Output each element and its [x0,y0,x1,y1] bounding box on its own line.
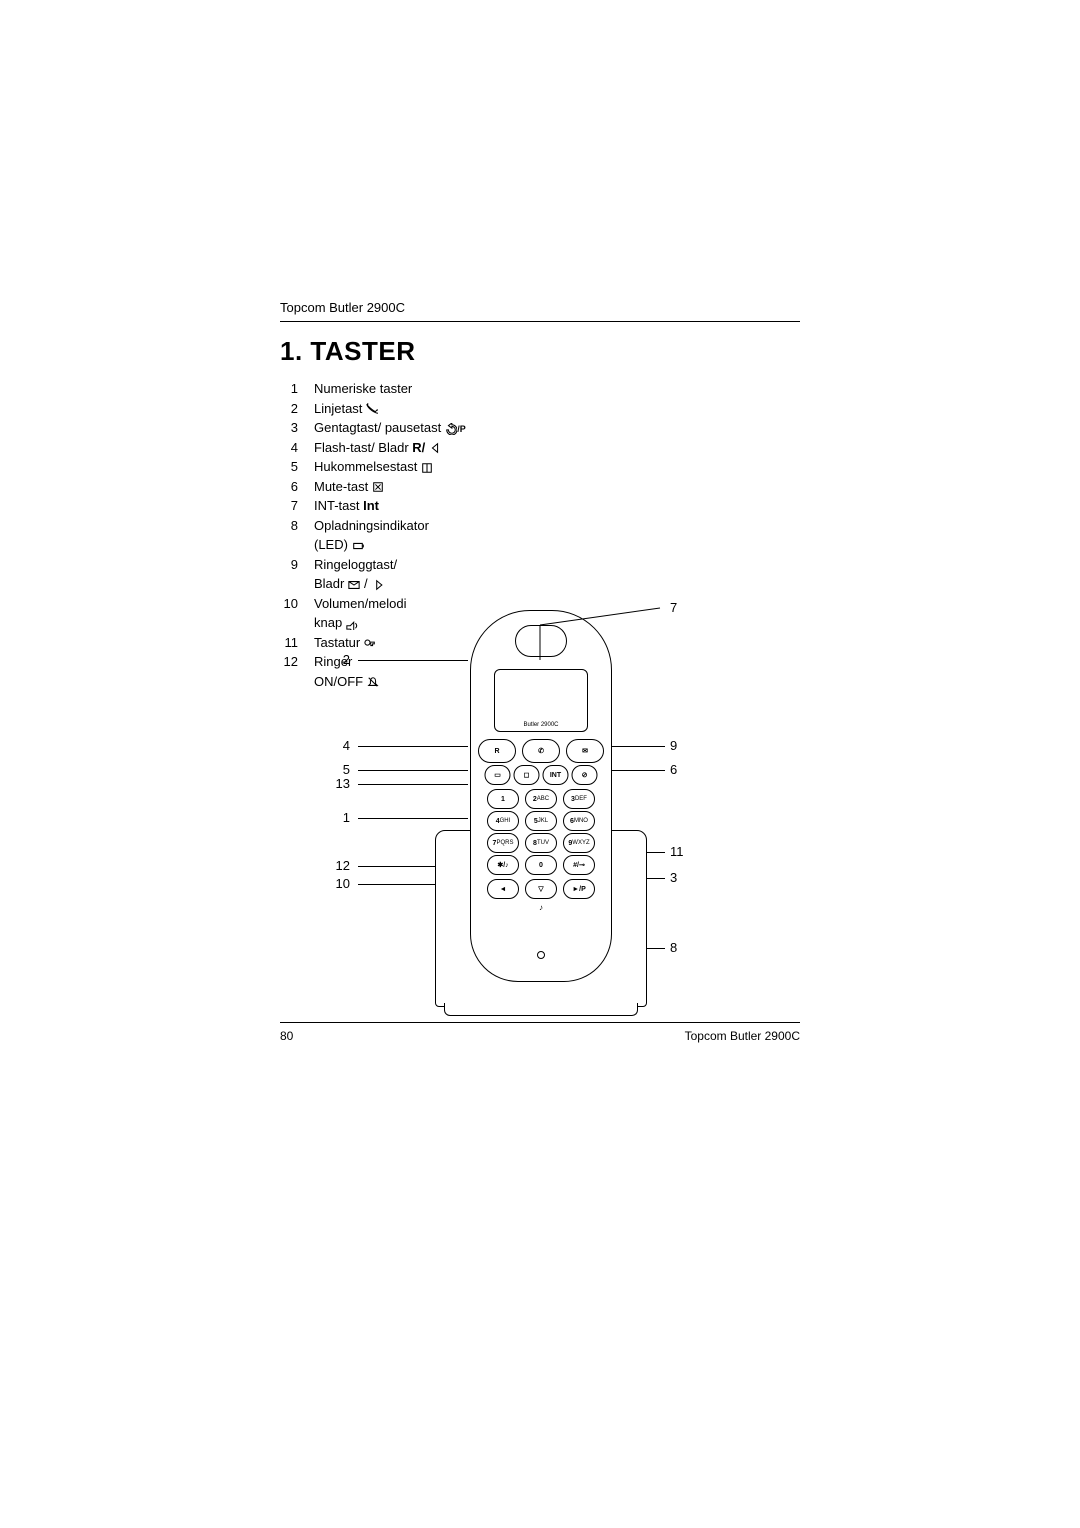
phone-diagram: 2451311210 7961138 Butler 2900C R✆✉ ▭◻IN… [280,600,800,1020]
key: 9WXYZ [563,833,595,853]
callout-number: 2 [310,652,350,667]
digit-row-2: 4GHI 5JKL 6MNO [487,811,595,831]
legend-item: 6 Mute-tast [280,477,800,497]
page: Topcom Butler 2900C 1. TASTER 1 Numeriske… [0,0,1080,1528]
phone-handset: Butler 2900C R✆✉ ▭◻INT⊘ 1 2ABC 3DEF 4GHI 5J… [470,610,612,982]
leader-line [358,746,468,747]
legend-number: 9 [280,555,298,594]
key: R [478,739,516,763]
leader-line [358,784,468,785]
key: ►/P [563,879,595,899]
leader-line [610,746,665,747]
leader-line [610,770,665,771]
key: ◻ [514,765,540,785]
note-icon: ♪ [539,903,543,912]
digit-row-4: ✱/♪ 0 #/⊸ [487,855,595,875]
key: 2ABC [525,789,557,809]
callout-number: 13 [310,776,350,791]
callout-number: 1 [310,810,350,825]
legend-number: 7 [280,496,298,516]
left-icon [429,442,441,454]
legend-text: Flash-tast/ Bladr R/ [314,438,441,458]
key: #/⊸ [563,855,595,875]
key: ✆ [522,739,560,763]
legend-text: Linjetast [314,399,378,419]
legend-text: Gentagtast/ pausetast/P [314,418,466,438]
key: ⊘ [572,765,598,785]
screen: Butler 2900C [494,669,588,732]
right-icon [375,579,387,591]
legend-text: Hukommelsestast [314,457,433,477]
phone-icon [366,403,378,415]
charge-led [537,951,545,959]
legend-item: 9 Ringeloggtast/Bladr / [280,555,800,594]
legend-number: 4 [280,438,298,458]
legend-text: Numeriske taster [314,379,412,399]
key: 5JKL [525,811,557,831]
legend-item: 8 Opladningsindikator(LED) [280,516,800,555]
legend-number: 8 [280,516,298,555]
key: 8TUV [525,833,557,853]
legend-item: 5 Hukommelsestast [280,457,800,477]
key: ✉ [566,739,604,763]
legend-item: 7 INT-tast Int [280,496,800,516]
key: ▭ [485,765,511,785]
legend-text: Mute-tast [314,477,384,497]
key: 6MNO [563,811,595,831]
legend-item: 4 Flash-tast/ Bladr R/ [280,438,800,458]
key: ▽ [525,879,557,899]
bottom-row: ◄ ▽ ►/P [487,879,595,899]
legend-text: INT-tast Int [314,496,379,516]
callout-number: 10 [310,876,350,891]
legend-text: Opladningsindikator(LED) [314,516,429,555]
key: 1 [487,789,519,809]
callout-number: 12 [310,858,350,873]
legend-number: 1 [280,379,298,399]
header-model: Topcom Butler 2900C [280,300,800,315]
key: INT [543,765,569,785]
callout-number: 7 [670,600,677,615]
key: ✱/♪ [487,855,519,875]
callout-number: 5 [310,762,350,777]
legend-number: 5 [280,457,298,477]
func-key-row: ▭◻INT⊘ [485,765,598,785]
legend-text: Ringeloggtast/Bladr / [314,555,397,594]
speaker [515,625,567,657]
legend-number: 2 [280,399,298,419]
callout-number: 9 [670,738,677,753]
leader-line [358,660,468,661]
key: 0 [525,855,557,875]
soft-key-row: R✆✉ [478,739,604,763]
key: 4GHI [487,811,519,831]
footer-page-number: 80 [280,1029,293,1043]
key: ◄ [487,879,519,899]
legend-number: 3 [280,418,298,438]
legend-item: 2 Linjetast [280,399,800,419]
leader-line [358,770,468,771]
legend-number: 6 [280,477,298,497]
header-rule [280,321,800,322]
leader-line [358,818,468,819]
section-title: 1. TASTER [280,336,800,367]
callout-number: 4 [310,738,350,753]
footer-model: Topcom Butler 2900C [685,1029,800,1043]
screen-label: Butler 2900C [523,722,558,728]
legend-item: 1 Numeriske taster [280,379,800,399]
page-footer: 80 Topcom Butler 2900C [280,1022,800,1043]
callout-number: 6 [670,762,677,777]
battery-icon [352,540,364,552]
digit-row-3: 7PQRS 8TUV 9WXYZ [487,833,595,853]
legend-item: 3 Gentagtast/ pausetast/P [280,418,800,438]
callout-number: 8 [670,940,677,955]
key: 3DEF [563,789,595,809]
redial-icon [445,423,457,435]
callout-number: 11 [670,844,684,859]
key: 7PQRS [487,833,519,853]
digit-row-1: 1 2ABC 3DEF [487,789,595,809]
callout-number: 3 [670,870,677,885]
book-icon [421,462,433,474]
mail-icon [348,579,360,591]
mute-icon [372,481,384,493]
